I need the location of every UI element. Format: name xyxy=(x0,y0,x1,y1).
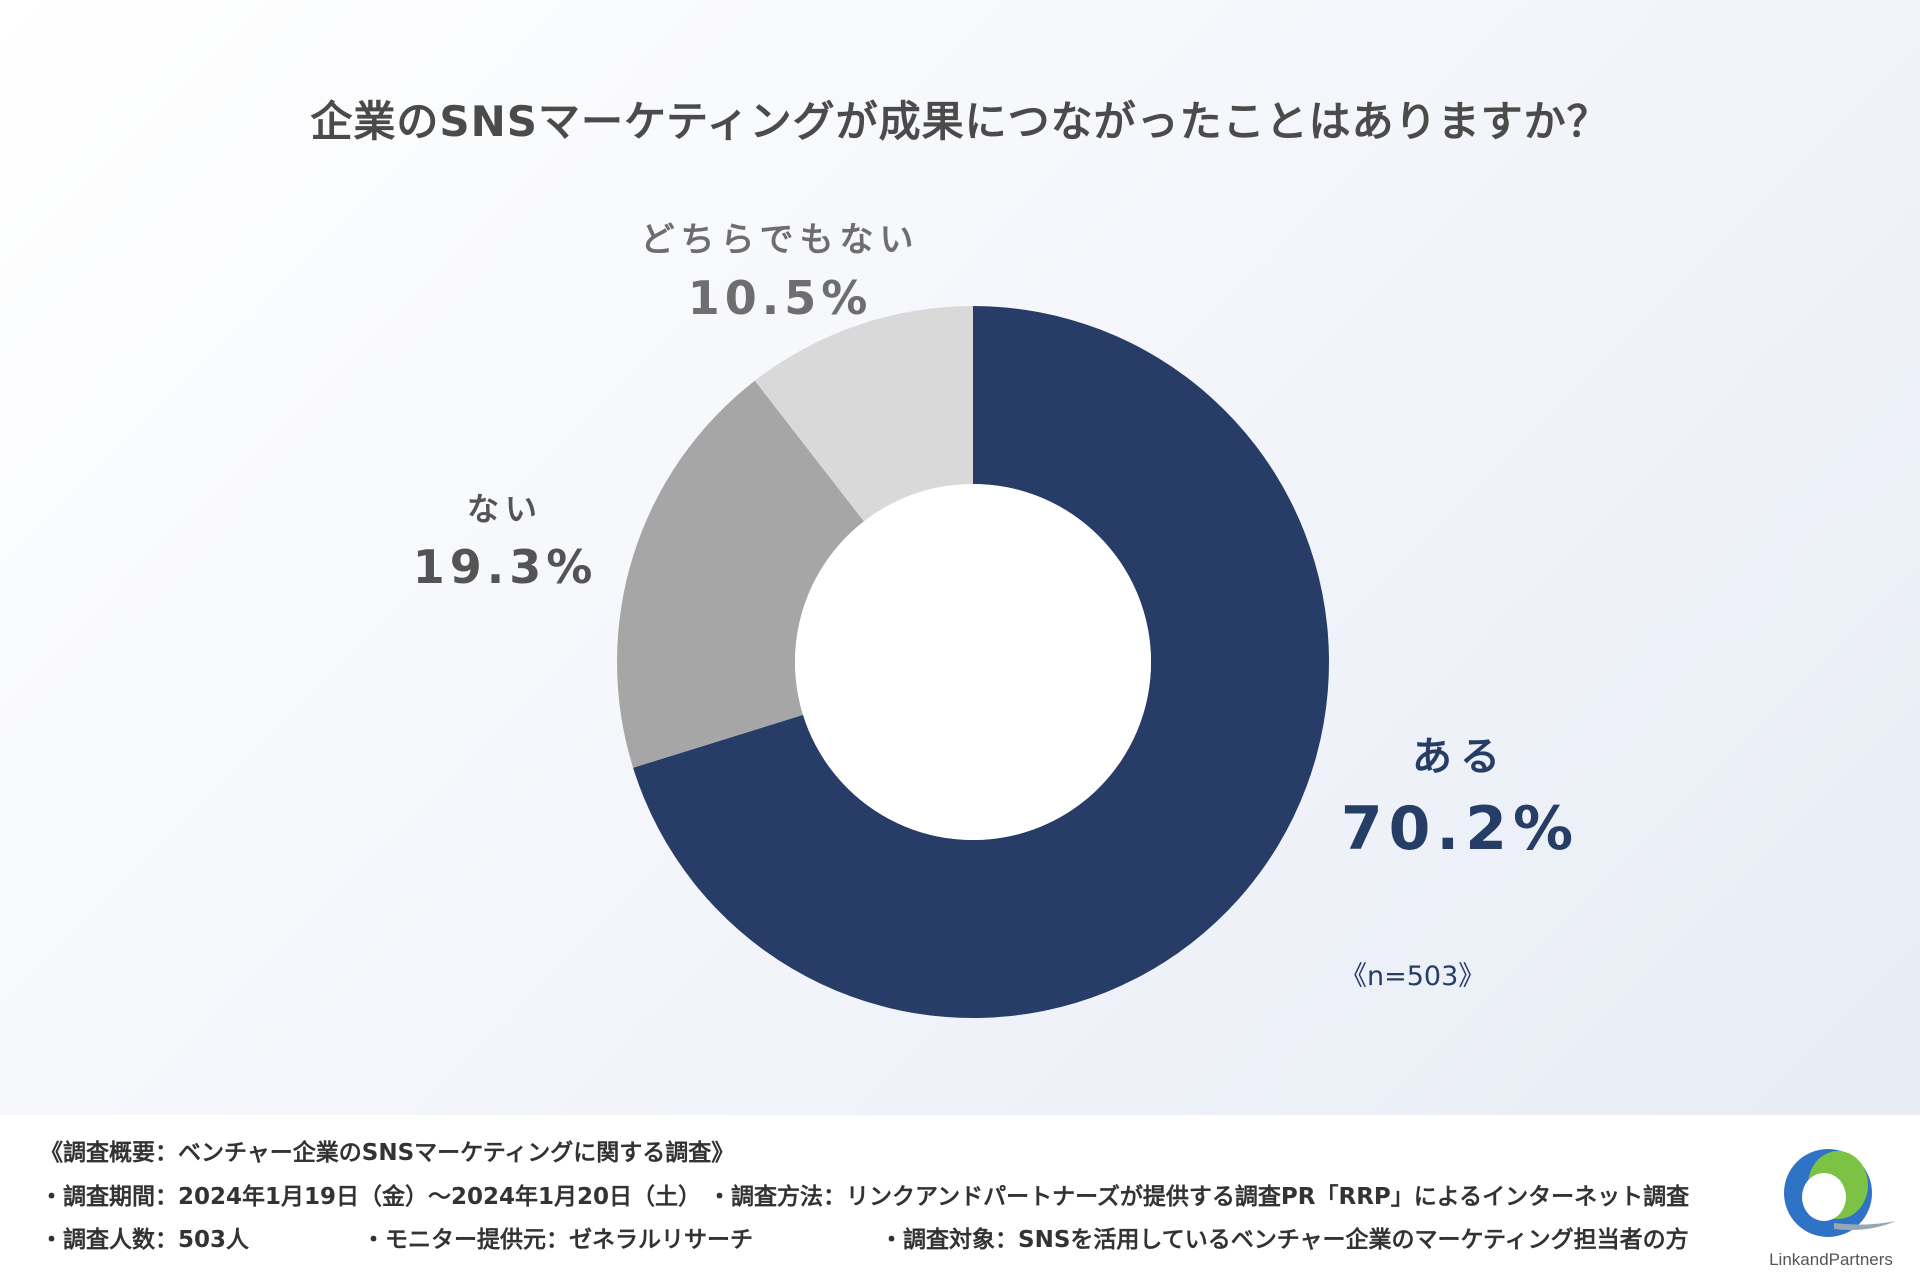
donut-slice-2 xyxy=(754,306,973,522)
slice-percent-no: 19.3% xyxy=(412,540,598,594)
slice-category-neither: どちらでもない xyxy=(640,220,920,260)
slice-label-neither: どちらでもない 10.5% xyxy=(620,212,940,325)
slice-category-yes: ある xyxy=(1412,734,1508,780)
chart-title: 企業のSNSマーケティングが成果につながったことはありますか？ xyxy=(310,97,1610,146)
slice-label-yes: ある 70.2% xyxy=(1330,724,1590,864)
sample-size-label: 《n=503》 xyxy=(1340,961,1486,992)
donut-chart xyxy=(617,306,1329,1018)
donut-hole xyxy=(795,484,1151,840)
slice-percent-yes: 70.2% xyxy=(1340,794,1580,864)
survey-overview: 《調査概要：ベンチャー企業のSNSマーケティングに関する調査》 xyxy=(40,1140,735,1166)
survey-period: ・調査期間：2024年1月19日（金）～2024年1月20日（土） xyxy=(40,1184,702,1210)
donut-slice-0 xyxy=(633,306,1329,1018)
slice-category-no: ない xyxy=(466,490,543,528)
slice-label-no: ない 19.3% xyxy=(400,484,610,594)
survey-provider: ・モニター提供元：ゼネラルリサーチ xyxy=(362,1227,753,1253)
logo-text: LinkandPartners xyxy=(1769,1250,1893,1269)
slice-percent-neither: 10.5% xyxy=(687,271,873,325)
donut-slice-1 xyxy=(617,380,864,768)
survey-count: ・調査人数：503人 xyxy=(40,1227,250,1253)
survey-footer: 《調査概要：ベンチャー企業のSNSマーケティングに関する調査》 ・調査期間：20… xyxy=(0,1115,1920,1280)
company-logo: LinkandPartners xyxy=(1756,1135,1906,1275)
survey-method: ・調査方法：リンクアンドパートナーズが提供する調査PR「RRP」によるインターネ… xyxy=(708,1184,1690,1210)
logo-mark-icon xyxy=(1784,1149,1896,1237)
survey-target: ・調査対象：SNSを活用しているベンチャー企業のマーケティング担当者の方 xyxy=(880,1227,1689,1253)
